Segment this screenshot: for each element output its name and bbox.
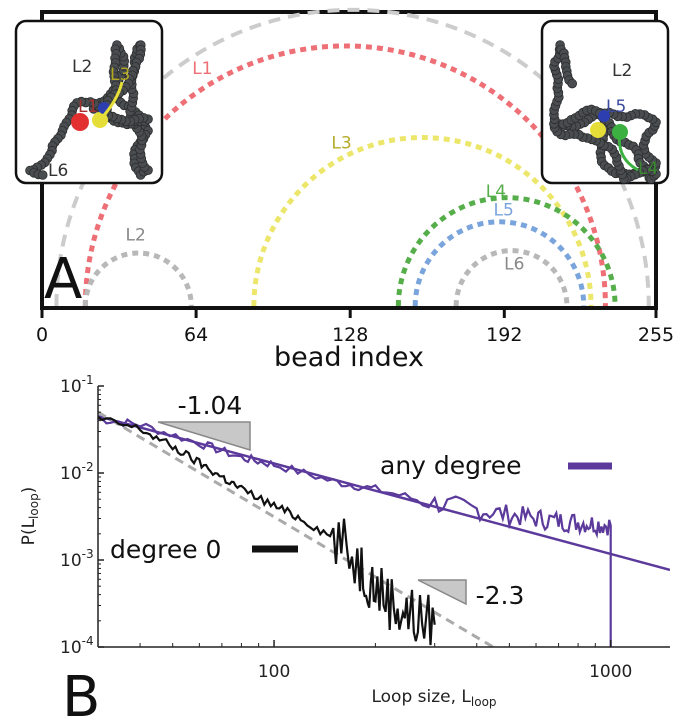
loop-label-l1: L1 (192, 59, 212, 79)
loop-arc-l6 (453, 248, 570, 307)
bead-index-ticks: 0 64 128 192 255 (36, 308, 674, 346)
x-tick-label: 1000 (589, 662, 632, 682)
y-tick-label: 10-2 (60, 460, 94, 484)
inset-left-l3: L3 (110, 65, 130, 85)
loop-l3-line (98, 81, 124, 122)
panel-a-letter: A (44, 247, 82, 312)
loop-label-l4: L4 (486, 182, 506, 202)
loop-arc-l4 (395, 195, 618, 307)
inset-right-frame (540, 19, 670, 185)
loop-l4-line (617, 131, 639, 172)
series-line-any-degree (98, 417, 612, 647)
loop-arc-l2 (82, 250, 194, 307)
inset-left: L2 L3 L1 L6 (14, 19, 164, 185)
inset-left-l2: L2 (72, 57, 92, 77)
bead-tick-label: 128 (332, 324, 368, 346)
polymer-bead (37, 170, 48, 180)
loop-label-l6: L6 (504, 255, 524, 275)
series-line-degree-0 (98, 415, 436, 646)
inset-left-l1: L1 (78, 97, 98, 117)
bead-index-label: bead index (274, 342, 424, 373)
bead-red (71, 113, 89, 131)
polymer-bead (567, 78, 577, 89)
slope-label-2: -2.3 (476, 581, 525, 610)
inset-right-l5: L5 (606, 97, 626, 117)
fit-line-2 (98, 410, 495, 647)
bead-tick-label: 255 (638, 324, 674, 346)
bead-tick-label: 192 (486, 324, 522, 346)
loop-label-l5: L5 (494, 201, 514, 221)
x-axis-label: Loop size, Lloop (371, 687, 496, 709)
legend-any-degree-label: any degree (380, 451, 522, 480)
loop-arc-l1 (82, 43, 608, 307)
slope-triangle-1 (157, 421, 251, 452)
inset-right-l2: L2 (612, 61, 632, 81)
slope-triangle-2 (417, 579, 467, 606)
y-tick-label: 10-4 (60, 634, 94, 658)
inset-left-l6: L6 (48, 161, 68, 181)
legend-degree0-label: degree 0 (110, 535, 221, 564)
x-tick-label: 100 (258, 662, 290, 682)
inset-right: L2 L5 L4 (540, 19, 670, 185)
y-axis-label: P(Lloop) (19, 487, 41, 546)
loop-label-l2: L2 (126, 226, 146, 246)
data-series (98, 415, 612, 647)
bead-yellow-right (590, 122, 606, 138)
panel-b: 10-1 10-2 10-3 10-4 100 1000 P(Lloop) Loop s… (19, 373, 670, 719)
y-tick-label: 10-3 (60, 547, 94, 571)
bead-tick-label: 64 (184, 324, 208, 346)
bead-tick-label: 0 (36, 324, 48, 346)
inset-right-l4: L4 (638, 159, 658, 179)
loop-arc-l5 (412, 219, 587, 307)
y-ticks: 10-1 10-2 10-3 10-4 (60, 373, 104, 658)
loop-label-l3: L3 (331, 133, 351, 153)
slope-label-1: -1.04 (178, 391, 243, 420)
panel-b-letter: B (62, 665, 100, 719)
bead-blue-right (598, 110, 610, 122)
x-ticks: 100 1000 (139, 640, 632, 682)
y-tick-label: 10-1 (60, 373, 94, 397)
loop-arc-l3 (251, 135, 594, 307)
